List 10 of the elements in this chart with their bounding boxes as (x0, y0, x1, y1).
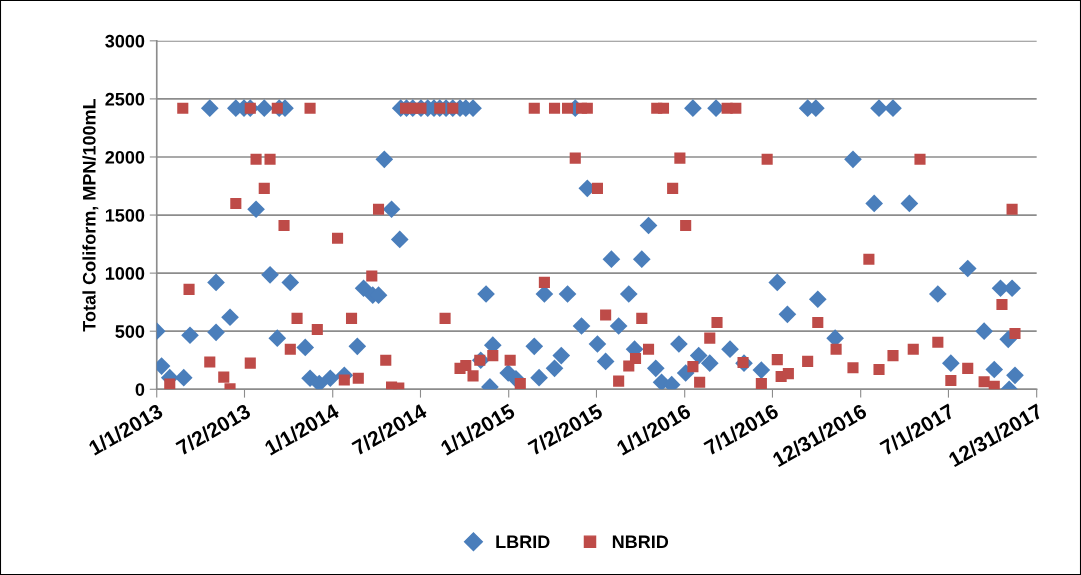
legend-label: NBRID (612, 535, 669, 549)
y-tick-label: 2000 (105, 150, 145, 164)
y-tick-label: 1500 (105, 208, 145, 222)
y-tick-label: 2500 (105, 92, 145, 106)
y-tick-label: 1000 (105, 267, 145, 280)
legend-label: LBRID (496, 535, 550, 549)
y-tick-label: 3000 (105, 34, 145, 48)
y-tick-label: 0 (135, 383, 145, 396)
y-axis-title: Total Coliform, MPN/100mL (82, 98, 99, 332)
y-tick-label: 500 (115, 325, 145, 338)
